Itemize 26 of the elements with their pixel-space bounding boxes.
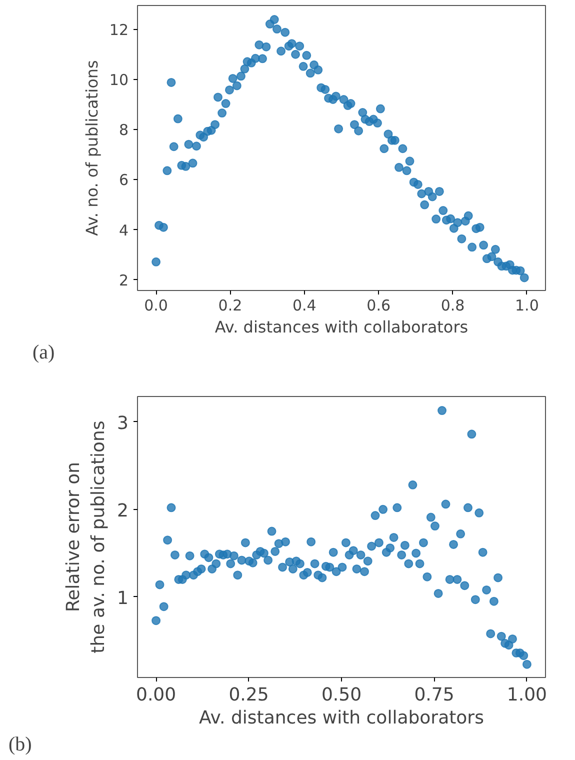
x-tick-label: 1.00 — [506, 684, 547, 706]
y-axis-title: Relative error on the av. no. of publications — [62, 420, 110, 654]
y-tick-label: 4 — [118, 221, 129, 240]
x-axis-title: Av. distances with collaborators — [214, 318, 468, 336]
text: (b) — [8, 734, 32, 756]
x-tick-label: 0.8 — [440, 296, 465, 314]
y-tick-label: 6 — [118, 171, 129, 190]
y-tick-label: 2 — [118, 271, 129, 290]
x-tick-label: 0.50 — [321, 684, 362, 706]
text: (a) — [32, 342, 55, 364]
x-tick-label: 0.6 — [366, 296, 391, 314]
x-tick-label: 0.2 — [218, 296, 242, 314]
y-tick-label: 1 — [117, 588, 128, 609]
x-tick-label: 0.25 — [228, 684, 269, 706]
x-tick-label: 0.00 — [136, 684, 176, 706]
x-tick-label: 0.0 — [144, 296, 168, 314]
y-tick-label: 3 — [117, 412, 128, 434]
x-tick-label: 0.75 — [414, 684, 454, 706]
y-tick-label: 10 — [109, 70, 129, 89]
y-tick-label: 8 — [118, 121, 129, 140]
x-axis-title: Av. distances with collaborators — [199, 708, 484, 728]
y-tick-label: 12 — [109, 20, 129, 39]
x-tick-label: 0.4 — [292, 296, 316, 314]
y-axis-title: Av. no. of publications — [82, 60, 102, 236]
x-tick-label: 1.0 — [515, 296, 539, 314]
y-tick-label: 2 — [117, 500, 128, 522]
